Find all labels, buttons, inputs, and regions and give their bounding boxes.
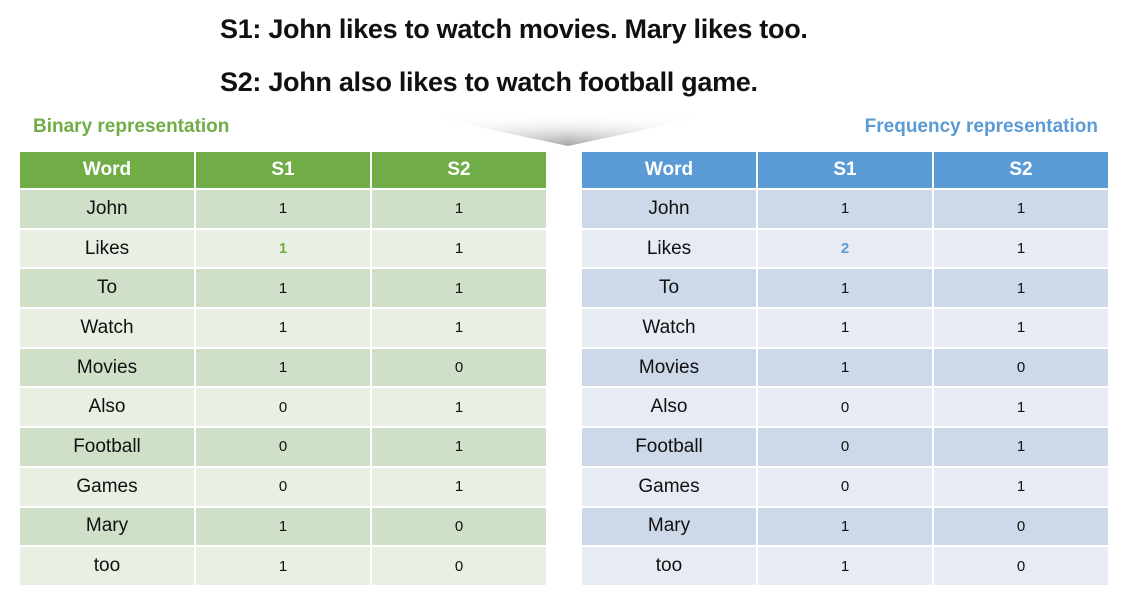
cell-s2: 1 bbox=[372, 428, 546, 466]
cell-s2: 1 bbox=[372, 229, 546, 268]
cell-s1: 1 bbox=[196, 547, 370, 585]
cell-word: John bbox=[582, 190, 756, 228]
frequency-representation-table: Word S1 S2 John 1 1 Likes 2 1 To 1 1 Watch 1 1 Movie… bbox=[580, 150, 1110, 587]
cell-s2: 0 bbox=[372, 507, 546, 546]
cell-s1: 1 bbox=[758, 348, 932, 387]
cell-s2: 1 bbox=[372, 467, 546, 506]
cell-word: Likes bbox=[20, 229, 194, 268]
table-row: Mary 1 0 bbox=[20, 507, 546, 546]
table-row: Also 0 1 bbox=[582, 388, 1108, 427]
cell-word: To bbox=[20, 269, 194, 308]
cell-word: Also bbox=[20, 388, 194, 427]
table-row: Football 0 1 bbox=[582, 428, 1108, 466]
table-row: Games 0 1 bbox=[20, 467, 546, 506]
binary-representation-label: Binary representation bbox=[33, 116, 230, 137]
cell-s1: 1 bbox=[196, 190, 370, 228]
cell-s2: 1 bbox=[934, 309, 1108, 347]
cell-s1: 1 bbox=[196, 507, 370, 546]
table-row: To 1 1 bbox=[20, 269, 546, 308]
cell-s2: 0 bbox=[934, 507, 1108, 546]
table-row: Likes 1 1 bbox=[20, 229, 546, 268]
cell-s1: 1 bbox=[196, 309, 370, 347]
cell-s1: 1 bbox=[758, 309, 932, 347]
cell-s1: 0 bbox=[758, 467, 932, 506]
sentence-s1: S1: John likes to watch movies. Mary lik… bbox=[220, 14, 808, 44]
cell-word: Movies bbox=[582, 348, 756, 387]
column-header-word: Word bbox=[20, 152, 194, 188]
cell-word: John bbox=[20, 190, 194, 228]
cell-s2: 1 bbox=[934, 190, 1108, 228]
table-row: too 1 0 bbox=[582, 547, 1108, 585]
cell-word: To bbox=[582, 269, 756, 308]
cell-s2: 1 bbox=[934, 388, 1108, 427]
table-row: Also 0 1 bbox=[20, 388, 546, 427]
cell-word: Mary bbox=[582, 507, 756, 546]
cell-word: Movies bbox=[20, 348, 194, 387]
cell-word: too bbox=[20, 547, 194, 585]
table-row: Watch 1 1 bbox=[20, 309, 546, 347]
cell-s2: 0 bbox=[934, 547, 1108, 585]
down-arrow-icon bbox=[418, 114, 718, 146]
cell-s1: 1 bbox=[758, 507, 932, 546]
cell-s2: 1 bbox=[934, 269, 1108, 308]
table-row: John 1 1 bbox=[582, 190, 1108, 228]
table-row: too 1 0 bbox=[20, 547, 546, 585]
cell-word: too bbox=[582, 547, 756, 585]
cell-s2: 1 bbox=[934, 229, 1108, 268]
cell-s1: 0 bbox=[196, 428, 370, 466]
cell-s1: 1 bbox=[758, 190, 932, 228]
table-row: Football 0 1 bbox=[20, 428, 546, 466]
cell-s1: 1 bbox=[758, 547, 932, 585]
cell-s1: 0 bbox=[196, 388, 370, 427]
cell-s2: 1 bbox=[372, 269, 546, 308]
cell-word: Mary bbox=[20, 507, 194, 546]
cell-s1: 1 bbox=[196, 269, 370, 308]
table-row: Games 0 1 bbox=[582, 467, 1108, 506]
binary-representation-table: Word S1 S2 John 1 1 Likes 1 1 To 1 1 Watch 1 1 Movie… bbox=[18, 150, 548, 587]
cell-s1: 0 bbox=[758, 428, 932, 466]
table-row: Movies 1 0 bbox=[20, 348, 546, 387]
table-row: Mary 1 0 bbox=[582, 507, 1108, 546]
cell-s1: 1 bbox=[196, 348, 370, 387]
cell-s2: 1 bbox=[372, 190, 546, 228]
cell-s1: 0 bbox=[758, 388, 932, 427]
column-header-s1: S1 bbox=[196, 152, 370, 188]
table-row: Watch 1 1 bbox=[582, 309, 1108, 347]
cell-word: Games bbox=[20, 467, 194, 506]
table-header-row: Word S1 S2 bbox=[582, 152, 1108, 188]
cell-word: Likes bbox=[582, 229, 756, 268]
cell-s2: 0 bbox=[372, 348, 546, 387]
cell-word: Games bbox=[582, 467, 756, 506]
cell-s2: 1 bbox=[372, 309, 546, 347]
cell-word: Watch bbox=[582, 309, 756, 347]
cell-s2: 0 bbox=[372, 547, 546, 585]
column-header-s1: S1 bbox=[758, 152, 932, 188]
frequency-representation-label: Frequency representation bbox=[864, 116, 1098, 137]
cell-s1: 2 bbox=[758, 229, 932, 268]
table-row: Likes 2 1 bbox=[582, 229, 1108, 268]
table-header-row: Word S1 S2 bbox=[20, 152, 546, 188]
sentence-s2: S2: John also likes to watch football ga… bbox=[220, 67, 758, 97]
cell-s2: 1 bbox=[934, 428, 1108, 466]
column-header-word: Word bbox=[582, 152, 756, 188]
table-row: To 1 1 bbox=[582, 269, 1108, 308]
column-header-s2: S2 bbox=[934, 152, 1108, 188]
cell-s1: 0 bbox=[196, 467, 370, 506]
cell-s1: 1 bbox=[758, 269, 932, 308]
cell-word: Football bbox=[20, 428, 194, 466]
cell-s2: 1 bbox=[372, 388, 546, 427]
column-header-s2: S2 bbox=[372, 152, 546, 188]
cell-word: Football bbox=[582, 428, 756, 466]
cell-word: Watch bbox=[20, 309, 194, 347]
cell-s1: 1 bbox=[196, 229, 370, 268]
table-row: John 1 1 bbox=[20, 190, 546, 228]
cell-s2: 1 bbox=[934, 467, 1108, 506]
cell-s2: 0 bbox=[934, 348, 1108, 387]
table-row: Movies 1 0 bbox=[582, 348, 1108, 387]
cell-word: Also bbox=[582, 388, 756, 427]
